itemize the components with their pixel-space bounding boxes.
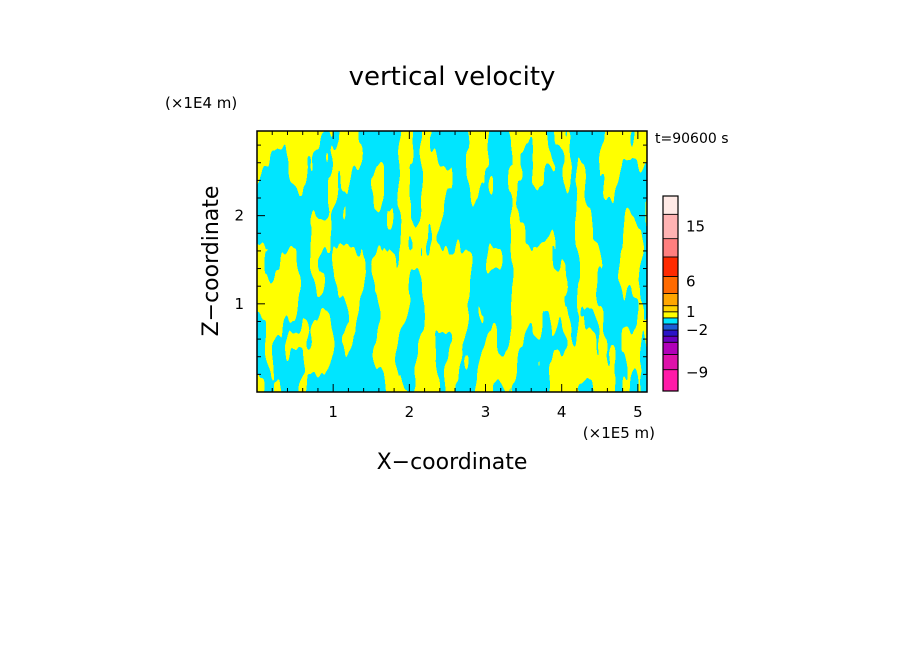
plot-frame xyxy=(256,130,648,393)
colorbar-label: 15 xyxy=(686,217,705,235)
colorbar xyxy=(662,195,679,392)
colorbar-level xyxy=(662,256,679,277)
x-tick-label: 2 xyxy=(405,403,415,421)
colorbar-level xyxy=(662,213,679,240)
colorbar-level xyxy=(662,293,679,307)
colorbar-level xyxy=(662,354,679,371)
chart-title: vertical velocity xyxy=(349,62,556,92)
colorbar-level xyxy=(662,305,679,313)
time-label: t=90600 s xyxy=(655,131,729,147)
colorbar-level xyxy=(662,238,679,258)
y-axis-label: Z−coordinate xyxy=(199,186,224,337)
x-tick-label: 1 xyxy=(328,403,338,421)
colorbar-labels: 15 6 1−2 −9 xyxy=(686,217,708,381)
x-tick-label: 5 xyxy=(633,403,643,421)
x-scale-label: (×1E5 m) xyxy=(583,424,655,442)
colorbar-level xyxy=(662,369,679,392)
y-tick-label: 1 xyxy=(234,295,244,313)
colorbar-level xyxy=(662,276,679,294)
colorbar-level xyxy=(662,195,679,215)
colorbar-level xyxy=(662,311,679,319)
y-tick-label: 2 xyxy=(234,207,244,225)
x-tick-label: 3 xyxy=(481,403,491,421)
x-tick-labels: 1 2 3 4 5 xyxy=(328,403,642,421)
y-tick-labels: 12 xyxy=(234,207,244,313)
y-scale-label: (×1E4 m) xyxy=(165,94,237,112)
colorbar-level xyxy=(662,335,679,343)
colorbar-label: 1 xyxy=(686,303,696,321)
colorbar-level xyxy=(662,341,679,355)
colorbar-label: −2 xyxy=(686,321,708,339)
colorbar-level xyxy=(662,329,679,337)
x-tick-label: 4 xyxy=(557,403,567,421)
colorbar-level xyxy=(662,323,679,331)
x-axis-label: X−coordinate xyxy=(377,450,528,475)
heatmap-negative-regions xyxy=(257,131,647,392)
colorbar-level xyxy=(662,317,679,325)
axis-ticks xyxy=(257,131,647,392)
colorbar-label: −9 xyxy=(686,364,708,382)
colorbar-frame xyxy=(662,195,679,392)
heatmap-field xyxy=(257,131,647,392)
colorbar-label: 6 xyxy=(686,272,696,290)
